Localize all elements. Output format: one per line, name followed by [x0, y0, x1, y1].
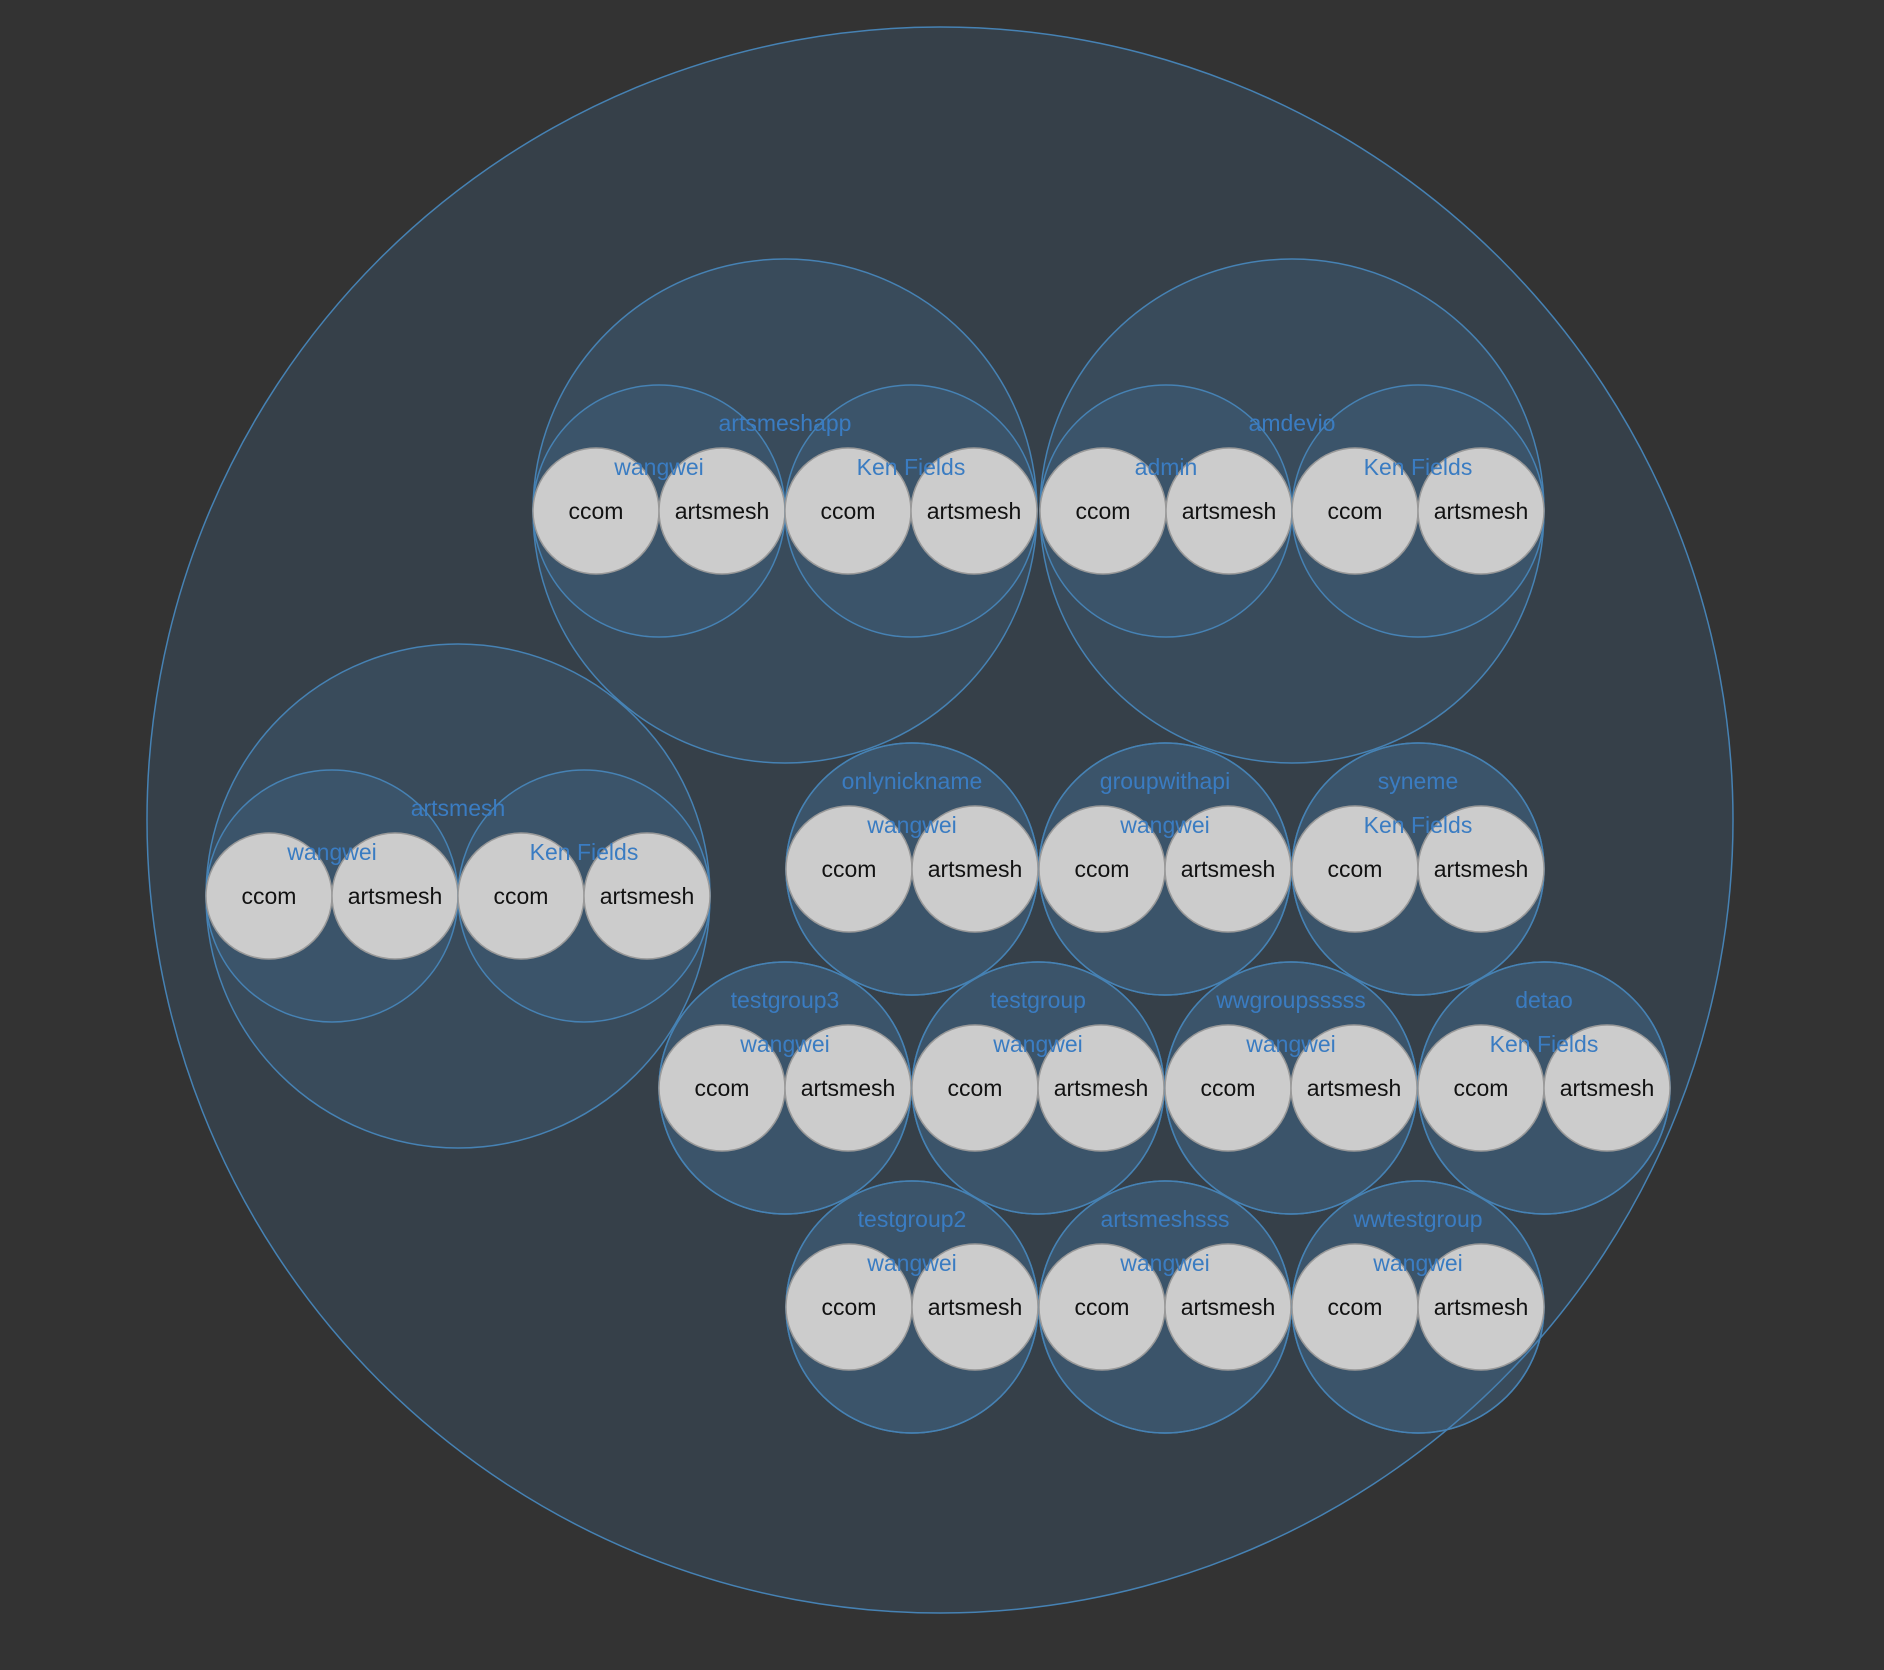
leaf-label: ccom [1454, 1075, 1509, 1101]
leaf-label: artsmesh [928, 856, 1023, 882]
leaf-label: ccom [1075, 856, 1130, 882]
leaf-label: artsmesh [1182, 498, 1277, 524]
user-labels-layer: wangwei Ken Fields admin Ken Fields wangwei K… [286, 454, 1598, 1276]
group-label: artsmesh [411, 795, 506, 821]
leaf-label: artsmesh [348, 883, 443, 909]
leaf-label: ccom [822, 856, 877, 882]
user-label: wangwei [1245, 1031, 1336, 1057]
leaf-label: artsmesh [928, 1294, 1023, 1320]
group-label: testgroup3 [731, 987, 840, 1013]
leaf-label: ccom [1328, 856, 1383, 882]
leaf-label: artsmesh [1054, 1075, 1149, 1101]
leaf-circle[interactable] [910, 447, 1038, 575]
leaf-circle[interactable] [1417, 447, 1545, 575]
leaf-label: ccom [821, 498, 876, 524]
leaf-label: ccom [1328, 498, 1383, 524]
leaf-label: artsmesh [600, 883, 695, 909]
leaf-label: ccom [822, 1294, 877, 1320]
group-label: artsmeshsss [1100, 1206, 1229, 1232]
user-label: Ken Fields [1490, 1031, 1599, 1057]
leaf-circle[interactable] [911, 1243, 1039, 1371]
user-label: wangwei [286, 839, 377, 865]
user-label: admin [1135, 454, 1198, 480]
user-label: wangwei [1119, 812, 1210, 838]
leaf-circle[interactable] [583, 832, 711, 960]
leaf-label: ccom [1201, 1075, 1256, 1101]
leaf-circle[interactable] [784, 1024, 912, 1152]
leaf-labels-layer: ccom artsmesh ccom artsmesh ccom artsmesh ccom… [242, 498, 1655, 1320]
user-label: Ken Fields [1364, 454, 1473, 480]
leaf-circle[interactable] [1417, 1243, 1545, 1371]
leaf-label: artsmesh [1434, 856, 1529, 882]
user-label: Ken Fields [857, 454, 966, 480]
group-label: wwtestgroup [1352, 1206, 1482, 1232]
leaf-label: ccom [569, 498, 624, 524]
user-label: Ken Fields [1364, 812, 1473, 838]
user-label: Ken Fields [530, 839, 639, 865]
leaf-label: artsmesh [1434, 1294, 1529, 1320]
group-label: testgroup [990, 987, 1086, 1013]
group-label: testgroup2 [858, 1206, 967, 1232]
leaf-label: ccom [1075, 1294, 1130, 1320]
user-label: wangwei [1119, 1250, 1210, 1276]
user-label: wangwei [739, 1031, 830, 1057]
leaf-circle[interactable] [1543, 1024, 1671, 1152]
group-labels-layer: artsmeshapp amdevio artsmesh onlynickname gr… [411, 410, 1573, 1232]
leaf-circle[interactable] [911, 805, 1039, 933]
leaf-circle[interactable] [1290, 1024, 1418, 1152]
leaf-label: artsmesh [1181, 1294, 1276, 1320]
leaf-label: artsmesh [1560, 1075, 1655, 1101]
leaf-label: ccom [948, 1075, 1003, 1101]
user-label: wangwei [1372, 1250, 1463, 1276]
group-label: amdevio [1249, 410, 1336, 436]
group-label: groupwithapi [1100, 768, 1230, 794]
leaf-circle[interactable] [1164, 805, 1292, 933]
leaf-circle[interactable] [1417, 805, 1545, 933]
user-label: wangwei [866, 1250, 957, 1276]
group-label: artsmeshapp [719, 410, 852, 436]
leaf-circle[interactable] [1164, 1243, 1292, 1371]
leaf-label: artsmesh [927, 498, 1022, 524]
leaf-label: ccom [1328, 1294, 1383, 1320]
leaf-label: artsmesh [1434, 498, 1529, 524]
leaf-label: ccom [695, 1075, 750, 1101]
group-label: detao [1515, 987, 1573, 1013]
user-label: wangwei [613, 454, 704, 480]
group-label: syneme [1378, 768, 1459, 794]
leaf-label: artsmesh [1307, 1075, 1402, 1101]
leaf-label: artsmesh [801, 1075, 896, 1101]
circles-layer [146, 26, 1734, 1614]
user-label: wangwei [866, 812, 957, 838]
leaf-label: ccom [242, 883, 297, 909]
leaf-label: ccom [1076, 498, 1131, 524]
leaf-label: artsmesh [675, 498, 770, 524]
group-label: onlynickname [842, 768, 983, 794]
user-label: wangwei [992, 1031, 1083, 1057]
group-label: wwgroupsssss [1215, 987, 1366, 1013]
leaf-label: ccom [494, 883, 549, 909]
leaf-circle[interactable] [1037, 1024, 1165, 1152]
leaf-label: artsmesh [1181, 856, 1276, 882]
